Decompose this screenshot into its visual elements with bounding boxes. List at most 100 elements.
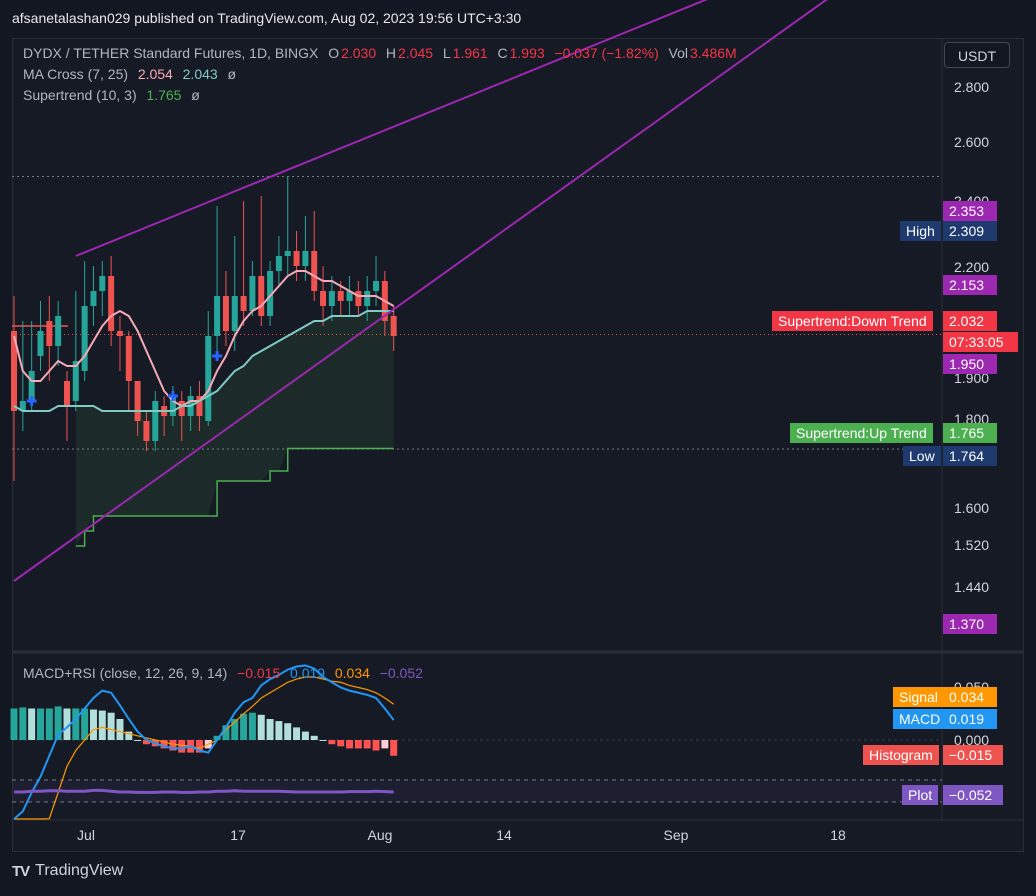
- macd-histogram-bar: [10, 708, 18, 740]
- macd-plot-value: −0.052: [379, 665, 423, 681]
- macd-tag-label: MACD: [893, 709, 947, 729]
- macd-signal-value: 0.034: [334, 665, 370, 681]
- macd-histogram-bar: [319, 740, 327, 741]
- macd-histogram-bar: [222, 725, 230, 740]
- trendline-price-tag: 1.950: [943, 354, 997, 374]
- candle-body: [125, 336, 132, 381]
- candle-body: [143, 421, 150, 441]
- supertrend-up-line: [75, 447, 394, 547]
- supertrend-down-value: 2.032: [943, 311, 997, 331]
- candle-body: [337, 291, 344, 301]
- candle-body: [90, 291, 97, 306]
- candle-body: [275, 256, 282, 271]
- chart-frame: [12, 38, 1024, 852]
- low-label: L: [442, 45, 451, 61]
- supertrend-legend: Supertrend (10, 3) 1.765 ø: [23, 87, 202, 103]
- macd-histogram-bar: [19, 707, 27, 740]
- macd-histogram-bar: [337, 740, 345, 747]
- time-axis-label: 17: [230, 827, 246, 843]
- candle-body: [152, 401, 159, 441]
- candle-body: [249, 276, 256, 311]
- volume-label: Vol: [668, 45, 688, 61]
- macd-histogram-bar: [354, 740, 362, 749]
- candle-body: [373, 281, 380, 291]
- change-value: −0.037 (−1.82%): [554, 45, 659, 61]
- candle-body: [134, 381, 141, 421]
- supertrend-value: 1.765: [146, 87, 182, 103]
- candle-body: [55, 316, 62, 346]
- price-axis-label: 1.900: [954, 370, 989, 386]
- ma-slow-value: 2.043: [182, 66, 218, 82]
- macd-hist-value: −0.015: [237, 665, 281, 681]
- histogram-tag-value: −0.015: [943, 745, 1003, 765]
- ma-fast-line: [13, 270, 395, 408]
- histogram-tag-label: Histogram: [863, 745, 939, 765]
- currency-button[interactable]: USDT: [944, 42, 1010, 68]
- candle-body: [311, 251, 318, 291]
- time-axis-label: Sep: [664, 827, 689, 843]
- plot-tag-value: −0.052: [943, 785, 1003, 805]
- supertrend-up-value: 1.765: [943, 423, 997, 443]
- candle-body: [355, 291, 362, 306]
- trendline-price-tag: 1.370: [943, 614, 997, 634]
- macd-histogram-bar: [293, 727, 301, 740]
- candle-body: [328, 291, 335, 306]
- macd-histogram-bar: [310, 735, 318, 740]
- macd-histogram-bar: [36, 708, 44, 740]
- macd-histogram-bar: [169, 740, 177, 751]
- macd-histogram-bar: [363, 740, 371, 749]
- macd-histogram-bar: [125, 731, 133, 740]
- macd-histogram-bar: [98, 710, 106, 740]
- ma-cross-marker: [167, 391, 178, 401]
- macd-histogram-bar: [160, 740, 168, 749]
- ma-cross-marker: [212, 351, 223, 361]
- ma-hide-icon[interactable]: ø: [227, 66, 237, 82]
- high-tag-value: 2.309: [943, 221, 997, 241]
- macd-histogram-bar: [301, 731, 309, 740]
- macd-histogram-bar: [372, 740, 380, 751]
- candle-body: [178, 401, 185, 416]
- tradingview-brand-text: TradingView: [35, 862, 124, 879]
- symbol-legend: DYDX / TETHER Standard Futures, 1D, BING…: [23, 45, 739, 61]
- ma-fast-value: 2.054: [137, 66, 173, 82]
- macd-histogram-bar: [328, 740, 336, 745]
- macd-histogram-bar: [390, 740, 398, 756]
- macd-histogram-bar: [381, 740, 389, 749]
- price-axis-label: 2.600: [954, 134, 989, 150]
- low-tag-label: Low: [903, 446, 941, 466]
- price-axis-label: 1.440: [954, 579, 989, 595]
- footer-brand[interactable]: TV TradingView: [12, 862, 123, 880]
- rsi-band-fill: [12, 780, 942, 802]
- macd-axis-label: 0.000: [954, 732, 989, 748]
- candle-body: [302, 251, 309, 266]
- macd-histogram-bar: [63, 708, 71, 740]
- macd-histogram-bar: [195, 740, 203, 753]
- candle-body: [81, 306, 88, 371]
- macd-line-value: 0.019: [290, 665, 326, 681]
- high-tag-label: High: [900, 221, 941, 241]
- supertrend-hide-icon[interactable]: ø: [191, 87, 200, 103]
- time-axis-label: Aug: [368, 827, 393, 843]
- macd-histogram-bar: [346, 740, 354, 749]
- candle-body: [99, 276, 106, 291]
- macd-legend: MACD+RSI (close, 12, 26, 9, 14) −0.015 0…: [23, 665, 425, 681]
- supertrend-up-label: Supertrend:Up Trend: [790, 423, 933, 443]
- macd-line: [13, 664, 395, 820]
- price-axis-label: 2.800: [954, 79, 989, 95]
- supertrend-down-label: Supertrend:Down Trend: [772, 311, 933, 331]
- signal-tag-label: Signal: [893, 687, 944, 707]
- publisher-line: afsanetalashan029 published on TradingVi…: [12, 10, 522, 26]
- macd-histogram-bar: [107, 712, 115, 740]
- macd-histogram-bar: [72, 708, 80, 740]
- trendline: [75, 0, 708, 257]
- candle-body: [222, 296, 229, 331]
- candle-body: [320, 291, 327, 306]
- macd-histogram-bar: [116, 719, 124, 740]
- close-value: 1.993: [509, 45, 545, 61]
- trendline: [13, 0, 828, 582]
- macd-tag-value: 0.019: [943, 709, 997, 729]
- ma-cross-marker: [26, 396, 37, 406]
- time-axis-label: 14: [496, 827, 512, 843]
- high-label: H: [385, 45, 397, 61]
- candle-body: [108, 276, 115, 331]
